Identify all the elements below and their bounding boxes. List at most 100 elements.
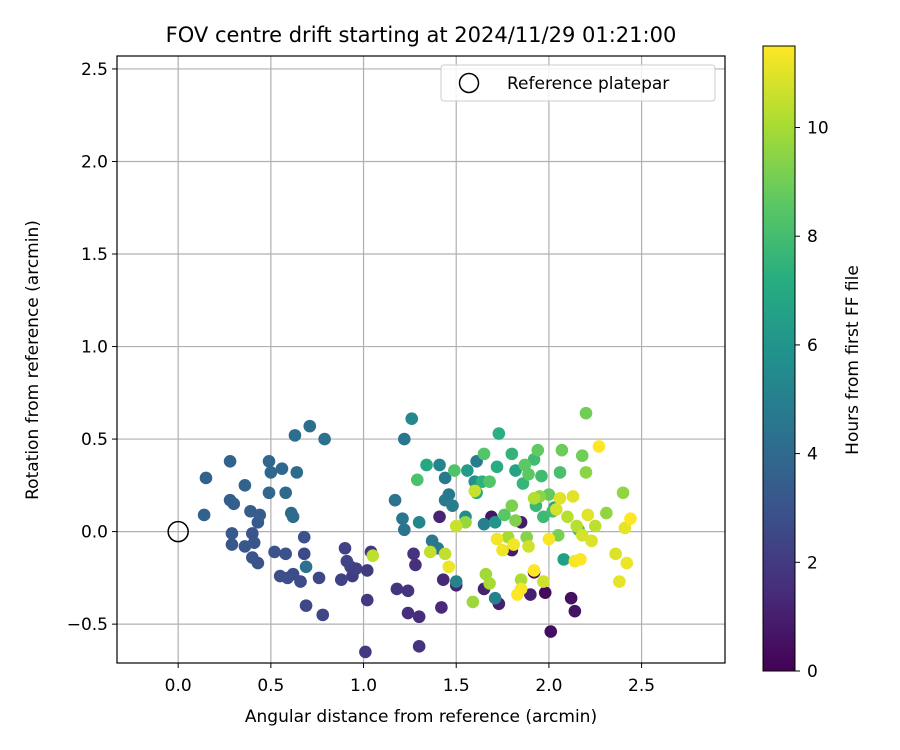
data-point [579, 406, 593, 420]
data-point [299, 560, 313, 574]
data-point [433, 510, 446, 524]
data-point [299, 599, 313, 612]
legend-label-reference: Reference platepar [507, 74, 669, 94]
data-point [288, 429, 302, 442]
x-tick-label: 1.0 [350, 676, 377, 696]
reference-platepar-marker [167, 520, 189, 543]
data-point [461, 464, 474, 477]
y-tick-label: 2.5 [81, 60, 108, 80]
data-point [238, 540, 252, 553]
data-point [360, 564, 374, 577]
colorbar-tick-label: 4 [807, 445, 818, 465]
data-point [466, 595, 480, 609]
y-tick-label: 1.0 [81, 338, 108, 358]
data-point [334, 573, 348, 587]
data-point [522, 467, 535, 481]
data-point [396, 512, 409, 525]
data-point [505, 447, 519, 461]
data-point [227, 497, 241, 511]
data-point [388, 493, 402, 507]
y-tick-label: 0.5 [81, 430, 108, 450]
data-point [511, 588, 524, 601]
data-point [509, 464, 522, 477]
data-point [436, 573, 450, 587]
reference-marker-group [167, 520, 189, 543]
data-point [490, 460, 504, 474]
x-axis-label: Angular distance from reference (arcmin) [245, 707, 597, 727]
data-point [338, 541, 352, 555]
data-point [412, 640, 426, 653]
data-point [616, 486, 630, 500]
data-point [238, 479, 252, 492]
data-point [527, 564, 541, 577]
x-tick-label: 1.5 [443, 676, 470, 696]
data-point [405, 412, 419, 426]
data-point [531, 443, 545, 457]
legend-marker-reference [458, 72, 480, 94]
data-point [297, 530, 311, 544]
data-point [449, 575, 463, 588]
data-point [349, 562, 363, 575]
y-axis-label: Rotation from reference (arcmin) [23, 220, 43, 500]
data-point [223, 454, 237, 468]
data-point [446, 499, 459, 512]
legend: Reference platepar [440, 64, 716, 102]
data-point [522, 540, 535, 553]
data-point [279, 547, 292, 561]
data-point [360, 593, 374, 607]
x-tick-label: 0.0 [165, 676, 192, 696]
data-point [514, 573, 528, 587]
data-point [538, 586, 552, 599]
data-point [294, 575, 307, 588]
data-point [490, 532, 504, 546]
data-point [537, 575, 550, 588]
colorbar-tick-label: 0 [807, 662, 818, 682]
data-point [575, 449, 589, 463]
data-point [570, 519, 584, 533]
data-point [544, 625, 558, 638]
y-axis-ticks: −0.5 0.0 0.5 1.0 1.5 2.0 2.5 [67, 60, 117, 635]
data-point [297, 547, 311, 561]
data-point [273, 569, 287, 583]
data-point [264, 466, 278, 479]
data-point [609, 547, 622, 561]
data-point [564, 591, 578, 605]
y-tick-label: 2.0 [81, 152, 108, 172]
data-point [550, 503, 563, 516]
data-point [553, 466, 567, 479]
data-point [505, 499, 519, 512]
data-point [366, 549, 380, 562]
x-tick-label: 0.5 [257, 676, 284, 696]
x-tick-label: 2.0 [535, 676, 562, 696]
data-point [225, 538, 239, 551]
colorbar-tick-label: 6 [807, 336, 818, 356]
data-point [555, 443, 569, 457]
data-point [246, 551, 259, 564]
data-point [488, 516, 502, 529]
y-tick-label: 0.0 [81, 523, 108, 543]
data-point [312, 571, 326, 585]
y-tick-label: −0.5 [67, 615, 108, 635]
data-point [527, 491, 541, 505]
data-point [401, 584, 415, 598]
data-point [449, 519, 463, 533]
data-point [412, 610, 426, 624]
data-point [553, 491, 567, 505]
data-point [433, 458, 446, 472]
colorbar-gradient [762, 45, 796, 672]
data-point [275, 462, 289, 475]
data-point [398, 432, 411, 446]
grid-lines [117, 56, 725, 663]
data-point [557, 553, 571, 566]
data-point [579, 466, 593, 479]
data-point [542, 532, 556, 546]
data-point [340, 554, 354, 568]
data-point [588, 519, 602, 533]
data-point [535, 469, 548, 483]
colorbar: 0 2 4 6 8 10 Hours from first FF file [762, 45, 863, 682]
data-point [585, 534, 598, 548]
data-point [600, 506, 613, 520]
data-point [303, 419, 317, 433]
data-point [624, 512, 637, 525]
